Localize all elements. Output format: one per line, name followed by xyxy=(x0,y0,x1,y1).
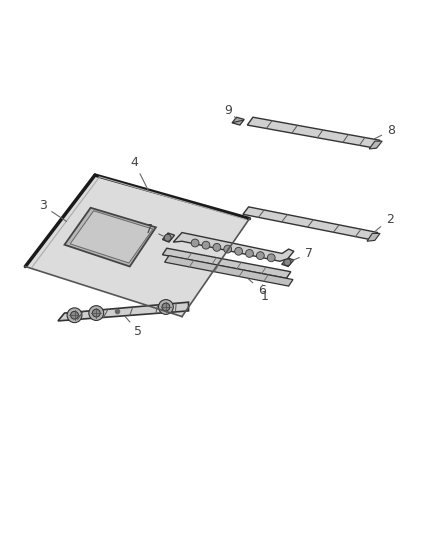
Circle shape xyxy=(164,235,171,241)
Circle shape xyxy=(256,252,264,260)
Circle shape xyxy=(159,300,173,314)
Circle shape xyxy=(92,309,100,317)
Text: 1: 1 xyxy=(261,285,268,303)
Circle shape xyxy=(89,305,104,320)
Text: 4: 4 xyxy=(130,156,148,190)
Text: 3: 3 xyxy=(39,199,67,221)
Circle shape xyxy=(246,249,253,257)
Text: 6: 6 xyxy=(247,278,265,297)
Polygon shape xyxy=(25,175,250,317)
Polygon shape xyxy=(232,117,244,125)
Circle shape xyxy=(267,254,275,262)
Polygon shape xyxy=(369,141,382,149)
Polygon shape xyxy=(70,211,153,263)
Polygon shape xyxy=(282,258,294,266)
Circle shape xyxy=(162,303,170,311)
Text: 8: 8 xyxy=(374,124,395,139)
Text: 2: 2 xyxy=(376,213,394,231)
Polygon shape xyxy=(173,232,294,261)
Circle shape xyxy=(191,239,199,247)
Text: 9: 9 xyxy=(224,104,237,118)
Polygon shape xyxy=(247,117,380,148)
Circle shape xyxy=(235,247,243,255)
Circle shape xyxy=(67,308,82,322)
Circle shape xyxy=(213,244,221,251)
Polygon shape xyxy=(243,207,378,240)
Circle shape xyxy=(202,241,210,249)
Circle shape xyxy=(224,245,232,253)
Polygon shape xyxy=(165,256,293,286)
Circle shape xyxy=(71,311,78,319)
Text: 7: 7 xyxy=(291,247,313,261)
Polygon shape xyxy=(64,208,156,266)
Circle shape xyxy=(284,259,291,265)
Polygon shape xyxy=(162,248,291,278)
Polygon shape xyxy=(367,233,380,241)
Text: 7: 7 xyxy=(145,223,163,236)
Polygon shape xyxy=(58,302,188,321)
Text: 5: 5 xyxy=(125,317,142,338)
Polygon shape xyxy=(162,233,175,242)
